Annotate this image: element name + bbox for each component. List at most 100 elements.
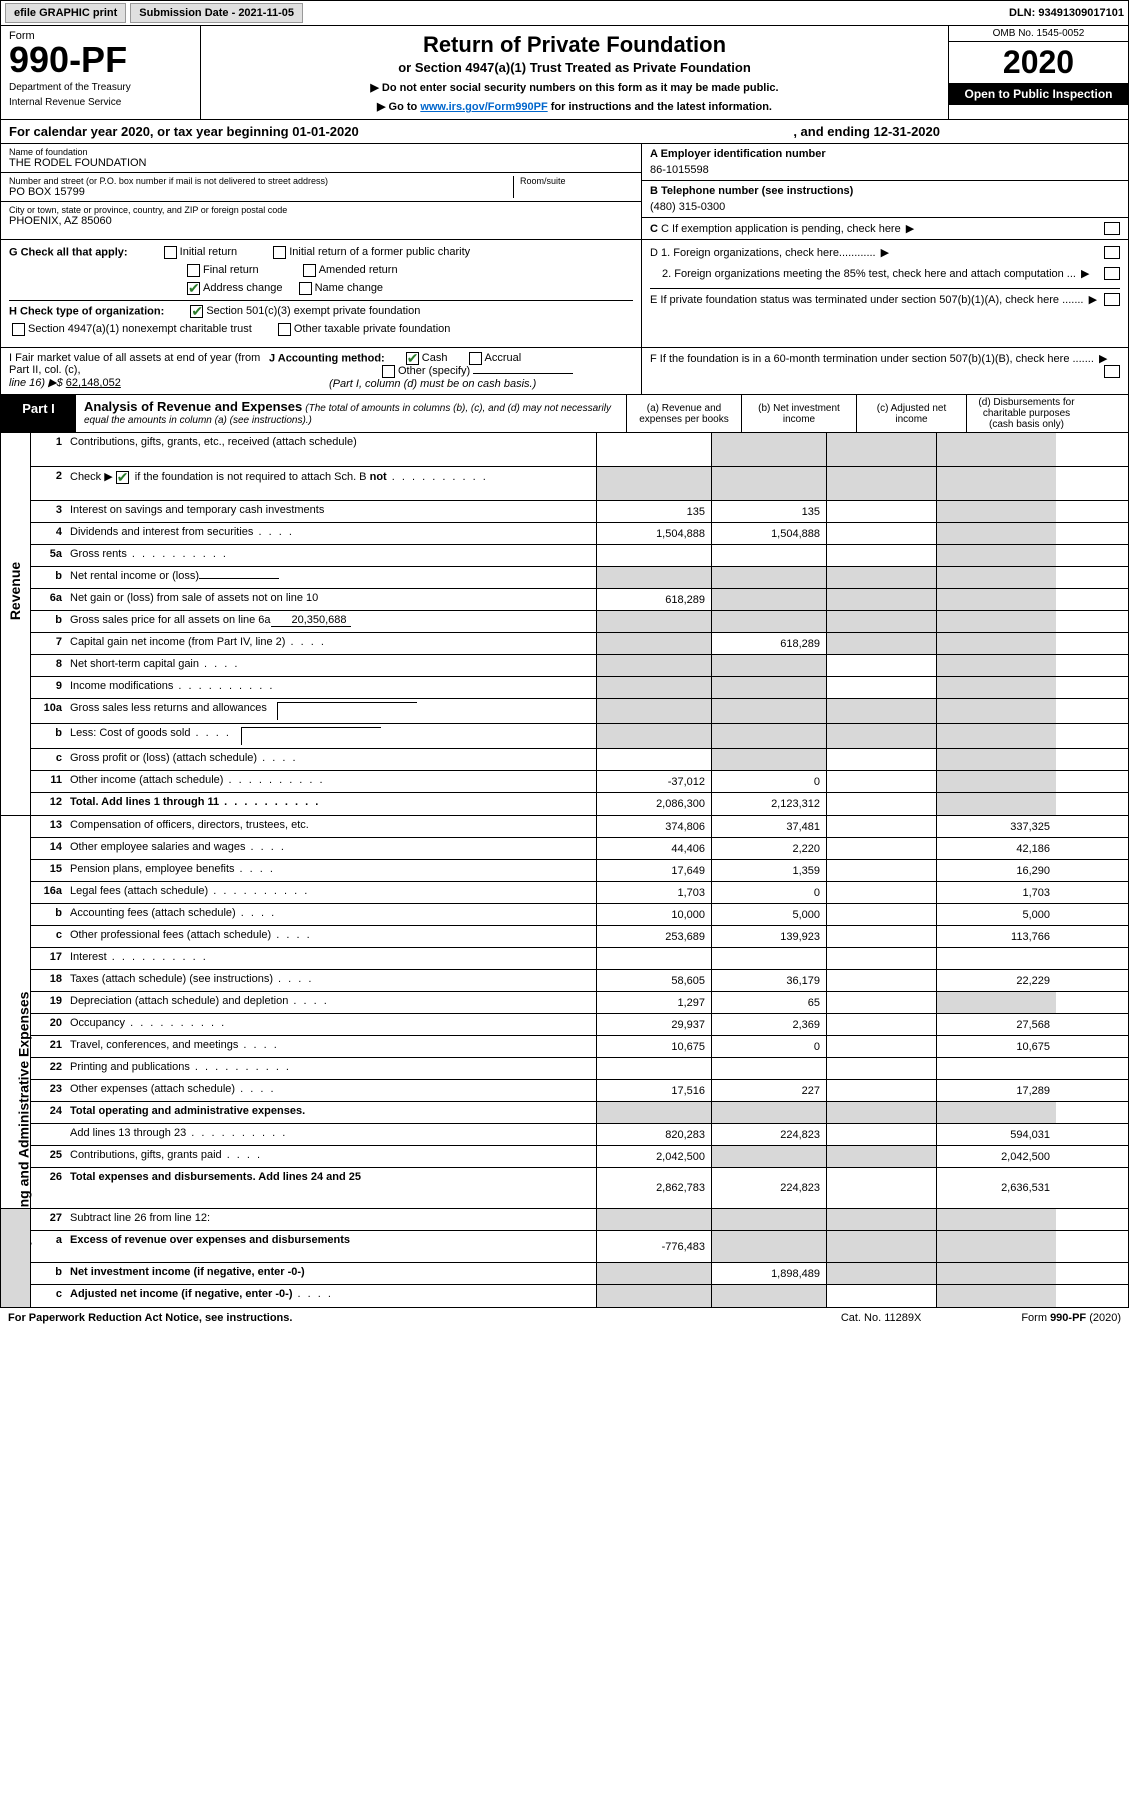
section-g-h: G Check all that apply: Initial return I… — [0, 240, 1129, 348]
chk-initial-return[interactable] — [164, 246, 177, 259]
chk-name-change[interactable] — [299, 282, 312, 295]
g-address: Address change — [203, 282, 283, 294]
row22-desc: Printing and publications — [66, 1058, 596, 1079]
part1-title-block: Analysis of Revenue and Expenses (The to… — [76, 395, 626, 432]
city-label: City or town, state or province, country… — [9, 205, 633, 215]
row27b-desc: Net investment income (if negative, ente… — [66, 1263, 596, 1284]
j-accrual: Accrual — [485, 352, 522, 364]
cal-year-end: , and ending 12-31-2020 — [793, 124, 940, 139]
cat-number: Cat. No. 11289X — [841, 1312, 922, 1324]
part1-label: Part I — [1, 395, 76, 432]
arrow-icon: ▶ — [1099, 352, 1107, 365]
irs-link[interactable]: www.irs.gov/Form990PF — [420, 101, 547, 113]
row4-desc: Dividends and interest from securities — [66, 523, 596, 544]
row10c-desc: Gross profit or (loss) (attach schedule) — [66, 749, 596, 770]
exemption-checkbox[interactable] — [1104, 222, 1120, 235]
chk-foreign[interactable] — [1104, 246, 1120, 259]
row2-desc: Check ▶ if the foundation is not require… — [66, 467, 596, 500]
fmv-value: 62,148,052 — [66, 377, 121, 389]
row5a-desc: Gross rents — [66, 545, 596, 566]
chk-60month[interactable] — [1104, 365, 1120, 378]
r24bb: 224,823 — [711, 1124, 826, 1145]
r3a: 135 — [596, 501, 711, 522]
row5b-desc: Net rental income or (loss) — [66, 567, 596, 588]
row6a-desc: Net gain or (loss) from sale of assets n… — [66, 589, 596, 610]
section-i-j: I Fair market value of all assets at end… — [0, 348, 1129, 395]
name-label: Name of foundation — [9, 147, 633, 157]
r24ba: 820,283 — [596, 1124, 711, 1145]
r16ca: 253,689 — [596, 926, 711, 947]
row20-desc: Occupancy — [66, 1014, 596, 1035]
goto-post: for instructions and the latest informat… — [548, 101, 772, 113]
chk-other-method[interactable] — [382, 365, 395, 378]
col-c-header: (c) Adjusted net income — [856, 395, 966, 432]
addr-label: Number and street (or P.O. box number if… — [9, 176, 513, 186]
d2-text: 2. Foreign organizations meeting the 85%… — [662, 268, 1076, 280]
part1-title: Analysis of Revenue and Expenses — [84, 399, 302, 414]
r11b: 0 — [711, 771, 826, 792]
row24-desc: Total operating and administrative expen… — [66, 1102, 596, 1123]
chk-other-taxable[interactable] — [278, 323, 291, 336]
chk-cash[interactable] — [406, 352, 419, 365]
dln-number: DLN: 93491309017101 — [1009, 7, 1124, 19]
r13b: 37,481 — [711, 816, 826, 837]
j-other: Other (specify) — [398, 365, 470, 377]
j-cash: Cash — [422, 352, 448, 364]
r3b: 135 — [711, 501, 826, 522]
expenses-table: Operating and Administrative Expenses 13… — [0, 816, 1129, 1209]
h-4947: Section 4947(a)(1) nonexempt charitable … — [28, 323, 252, 335]
row26-desc: Total expenses and disbursements. Add li… — [66, 1168, 596, 1208]
chk-accrual[interactable] — [469, 352, 482, 365]
g-final: Final return — [203, 264, 259, 276]
year-block: OMB No. 1545-0052 2020 Open to Public In… — [948, 26, 1128, 119]
cal-year-begin: For calendar year 2020, or tax year begi… — [9, 124, 359, 139]
chk-4947[interactable] — [12, 323, 25, 336]
r14d: 42,186 — [936, 838, 1056, 859]
r16ad: 1,703 — [936, 882, 1056, 903]
chk-501c3[interactable] — [190, 305, 203, 318]
r4b: 1,504,888 — [711, 523, 826, 544]
d1-text: D 1. Foreign organizations, check here..… — [650, 247, 876, 259]
col-a-header: (a) Revenue and expenses per books — [626, 395, 741, 432]
dept-treasury: Department of the Treasury — [9, 82, 192, 93]
form-title: Return of Private Foundation — [213, 32, 936, 58]
g-row: G Check all that apply: Initial return I… — [9, 246, 633, 259]
d1-row: D 1. Foreign organizations, check here..… — [650, 246, 1120, 259]
row24b-desc: Add lines 13 through 23 — [66, 1124, 596, 1145]
form-footer-number: Form 990-PF (2020) — [1021, 1312, 1121, 1324]
chk-final[interactable] — [187, 264, 200, 277]
j-note: (Part I, column (d) must be on cash basi… — [329, 378, 536, 390]
revenue-side-label: Revenue — [1, 433, 31, 815]
g-label: G Check all that apply: — [9, 246, 128, 258]
chk-initial-former[interactable] — [273, 246, 286, 259]
g-row2: Final return Amended return — [9, 264, 633, 277]
chk-85pct[interactable] — [1104, 267, 1120, 280]
r16ba: 10,000 — [596, 904, 711, 925]
r15a: 17,649 — [596, 860, 711, 881]
h-501c3: Section 501(c)(3) exempt private foundat… — [206, 305, 420, 317]
foundation-city: PHOENIX, AZ 85060 — [9, 215, 633, 227]
chk-amended[interactable] — [303, 264, 316, 277]
chk-address-change[interactable] — [187, 282, 200, 295]
row27c-desc: Adjusted net income (if negative, enter … — [66, 1285, 596, 1307]
j-block: J Accounting method: Cash Accrual Other … — [269, 352, 633, 390]
chk-terminated[interactable] — [1104, 293, 1120, 306]
r14b: 2,220 — [711, 838, 826, 859]
dept-irs: Internal Revenue Service — [9, 97, 192, 108]
row10b-desc: Less: Cost of goods sold — [66, 724, 596, 748]
r27bb: 1,898,489 — [711, 1263, 826, 1284]
r20a: 29,937 — [596, 1014, 711, 1035]
r20b: 2,369 — [711, 1014, 826, 1035]
r23a: 17,516 — [596, 1080, 711, 1101]
revenue-table: Revenue 1Contributions, gifts, grants, e… — [0, 433, 1129, 816]
row18-desc: Taxes (attach schedule) (see instruction… — [66, 970, 596, 991]
r16ab: 0 — [711, 882, 826, 903]
r7b: 618,289 — [711, 633, 826, 654]
r26a: 2,862,783 — [596, 1168, 711, 1208]
efile-print-button[interactable]: efile GRAPHIC print — [5, 3, 126, 23]
omb-number: OMB No. 1545-0052 — [949, 26, 1128, 42]
chk-sch-b[interactable] — [116, 471, 129, 484]
r16bb: 5,000 — [711, 904, 826, 925]
r20d: 27,568 — [936, 1014, 1056, 1035]
form-header: Form 990-PF Department of the Treasury I… — [0, 26, 1129, 120]
